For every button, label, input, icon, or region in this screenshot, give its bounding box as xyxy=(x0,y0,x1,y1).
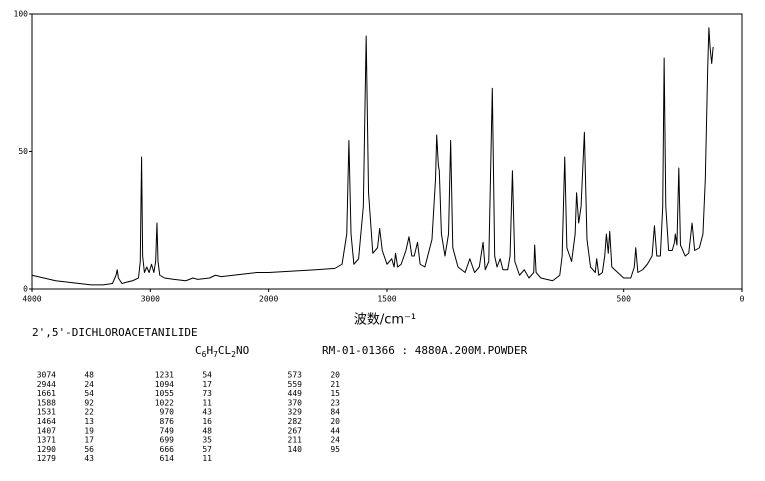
peak-wavenumber: 559 xyxy=(288,380,303,389)
x-tick-label: 0 xyxy=(740,295,745,304)
peak-wavenumber: 1588 xyxy=(37,398,56,407)
peak-wavenumber: 3074 xyxy=(37,371,56,380)
peak-intensity: 44 xyxy=(330,426,340,435)
peak-intensity: 20 xyxy=(330,371,340,380)
peak-wavenumber: 1661 xyxy=(37,389,56,398)
peak-intensity: 24 xyxy=(84,380,94,389)
peak-intensity: 54 xyxy=(202,371,212,380)
peak-intensity: 56 xyxy=(84,445,94,454)
peak-wavenumber: 1531 xyxy=(37,408,56,417)
peak-wavenumber: 449 xyxy=(288,389,303,398)
x-tick-label: 3000 xyxy=(141,295,160,304)
peak-wavenumber: 876 xyxy=(160,417,175,426)
x-axis-label: 波数/cm⁻¹ xyxy=(354,313,416,328)
y-tick-label: 0 xyxy=(23,285,28,294)
peak-intensity: 48 xyxy=(202,426,212,435)
peak-intensity: 23 xyxy=(330,398,340,407)
peak-intensity: 48 xyxy=(84,371,94,380)
peak-intensity: 13 xyxy=(84,417,94,426)
peak-intensity: 17 xyxy=(202,380,212,389)
peak-intensity: 43 xyxy=(202,408,212,417)
peak-intensity: 43 xyxy=(84,454,94,463)
x-tick-label: 500 xyxy=(616,295,631,304)
peak-wavenumber: 282 xyxy=(288,417,303,426)
compound-name: 2',5'-DICHLOROACETANILIDE xyxy=(32,326,198,339)
peak-intensity: 17 xyxy=(84,436,94,445)
x-tick-label: 2000 xyxy=(259,295,278,304)
peak-intensity: 20 xyxy=(330,417,340,426)
peak-wavenumber: 1022 xyxy=(155,398,174,407)
peak-wavenumber: 1371 xyxy=(37,436,56,445)
formula-part: C xyxy=(195,344,202,357)
formula-part: NO xyxy=(236,344,249,357)
peak-wavenumber: 1055 xyxy=(155,389,174,398)
peak-wavenumber: 970 xyxy=(160,408,175,417)
peak-wavenumber: 1094 xyxy=(155,380,174,389)
peak-wavenumber: 1279 xyxy=(37,454,56,463)
peak-wavenumber: 614 xyxy=(160,454,175,463)
peak-intensity: 57 xyxy=(202,445,212,454)
peak-intensity: 22 xyxy=(84,408,94,417)
peak-intensity: 19 xyxy=(84,426,94,435)
peak-intensity: 95 xyxy=(330,445,340,454)
peak-intensity: 54 xyxy=(84,389,94,398)
peak-wavenumber: 1407 xyxy=(37,426,56,435)
peak-wavenumber: 1231 xyxy=(155,371,174,380)
peak-wavenumber: 370 xyxy=(288,398,303,407)
peak-intensity: 24 xyxy=(330,436,340,445)
peak-intensity: 92 xyxy=(84,398,94,407)
formula-subscript: 2 xyxy=(231,350,236,359)
sample-info: RM-01-01366 : 4880A.200M.POWDER xyxy=(322,344,528,357)
peak-intensity: 16 xyxy=(202,417,212,426)
peak-wavenumber: 1290 xyxy=(37,445,56,454)
formula-part: CL xyxy=(218,344,232,357)
peak-wavenumber: 2944 xyxy=(37,380,56,389)
peak-intensity: 73 xyxy=(202,389,212,398)
peak-intensity: 11 xyxy=(202,398,212,407)
x-tick-label: 1500 xyxy=(377,295,396,304)
y-tick-label: 50 xyxy=(18,147,28,156)
peak-wavenumber: 749 xyxy=(160,426,175,435)
peak-wavenumber: 1464 xyxy=(37,417,56,426)
peak-intensity: 84 xyxy=(330,408,340,417)
spectrum-line xyxy=(31,27,714,286)
peak-wavenumber: 140 xyxy=(288,445,303,454)
y-tick-label: 100 xyxy=(14,10,29,19)
peak-wavenumber: 666 xyxy=(160,445,175,454)
peak-wavenumber: 267 xyxy=(288,426,303,435)
peak-wavenumber: 573 xyxy=(288,371,303,380)
peak-wavenumber: 329 xyxy=(288,408,303,417)
formula: C6H7CL2NO xyxy=(195,344,249,359)
formula-subscript: 6 xyxy=(202,350,207,359)
peak-wavenumber: 699 xyxy=(160,436,175,445)
peak-intensity: 11 xyxy=(202,454,212,463)
formula-part: H xyxy=(206,344,213,357)
x-tick-label: 4000 xyxy=(22,295,41,304)
formula-subscript: 7 xyxy=(213,350,218,359)
peak-intensity: 21 xyxy=(330,380,340,389)
peak-intensity: 15 xyxy=(330,389,340,398)
peak-intensity: 35 xyxy=(202,436,212,445)
peak-wavenumber: 211 xyxy=(288,436,303,445)
